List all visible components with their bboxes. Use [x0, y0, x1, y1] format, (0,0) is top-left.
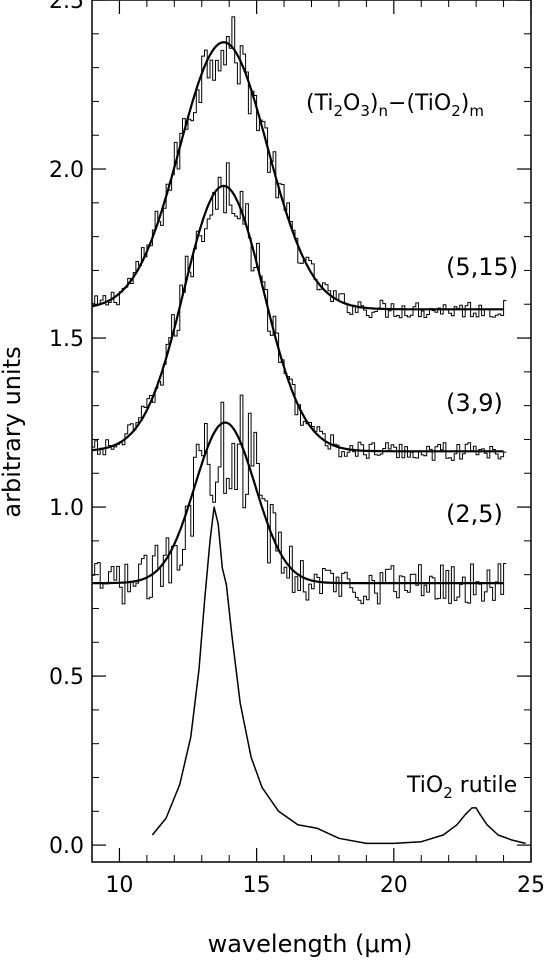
series-label-5-15: (5,15) — [446, 253, 518, 281]
fit-curve-1 — [92, 184, 504, 453]
y-tick-label: 1.0 — [49, 496, 84, 521]
histogram-2 — [92, 394, 507, 605]
rutile-curve — [151, 506, 526, 845]
x-axis: 10 15 20 25 — [91, 0, 545, 898]
formula-sub1: 2 — [333, 102, 343, 120]
formula-close2: ) — [461, 91, 470, 116]
rutile-label: TiO2 rutile — [406, 773, 517, 802]
formula-sub3: n — [378, 102, 388, 120]
formula-sub5: m — [469, 102, 484, 120]
formula-open2: (TiO — [406, 91, 451, 116]
y-tick-label: 2.0 — [49, 158, 84, 183]
rutile-post: rutile — [453, 773, 517, 798]
series-layer — [92, 16, 526, 845]
x-axis-label: wavelength (μm) — [208, 930, 413, 958]
y-tick-label: 0.0 — [49, 834, 84, 859]
x-tick-label: 20 — [380, 873, 408, 898]
formula-sub4: 2 — [451, 102, 461, 120]
rutile-pre: TiO — [406, 773, 443, 798]
y-tick-label: 0.5 — [49, 665, 84, 690]
y-tick-label: 1.5 — [49, 327, 84, 352]
formula-open1: (Ti — [306, 91, 333, 116]
y-axis-label: arbitrary units — [0, 346, 26, 517]
formula-dash: − — [388, 91, 406, 116]
formula-mid1: O — [343, 91, 360, 116]
x-tick-label: 10 — [105, 873, 133, 898]
series-label-2-5: (2,5) — [446, 500, 503, 528]
x-tick-label: 15 — [243, 873, 271, 898]
rutile-sub: 2 — [443, 784, 453, 802]
formula-close1: ) — [370, 91, 379, 116]
x-tick-label: 25 — [517, 873, 545, 898]
formula-sub2: 3 — [360, 102, 370, 120]
formula-annotation: (Ti2O3)n−(TiO2)m — [306, 91, 484, 120]
fit-curve-0 — [92, 41, 504, 311]
histogram-0 — [92, 16, 507, 319]
fit-curve-2 — [92, 421, 504, 585]
series-label-3-9: (3,9) — [446, 389, 503, 417]
y-axis: 0.0 0.5 1.0 1.5 2.0 2.5 — [49, 0, 531, 859]
y-tick-label: 2.5 — [49, 0, 84, 14]
